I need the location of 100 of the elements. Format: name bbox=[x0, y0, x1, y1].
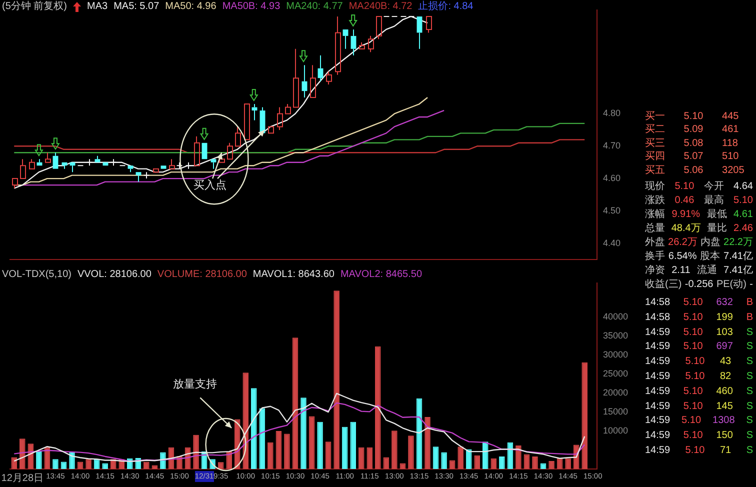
candlestick bbox=[94, 155, 100, 162]
text: 流通 bbox=[696, 264, 717, 278]
text: MA240: 4.77 bbox=[286, 1, 343, 13]
text: S bbox=[746, 340, 753, 354]
text: 7.41亿 bbox=[724, 264, 753, 278]
candlestick bbox=[350, 28, 356, 56]
bar bbox=[317, 422, 323, 469]
bar bbox=[276, 431, 282, 469]
bar bbox=[383, 457, 390, 469]
text: 1308 bbox=[712, 414, 735, 428]
bar bbox=[284, 434, 290, 469]
candlestick bbox=[293, 48, 299, 108]
text: 43 bbox=[720, 355, 732, 370]
y-tick-label: 4.60 bbox=[603, 173, 621, 184]
text: 14:59 bbox=[645, 326, 670, 340]
text: 22.2万 bbox=[724, 236, 753, 250]
text: S bbox=[746, 355, 753, 370]
text: 5.10 bbox=[683, 340, 703, 354]
candlestick bbox=[210, 159, 216, 170]
text: PE(动) bbox=[716, 278, 746, 292]
bar bbox=[36, 452, 42, 469]
text: 632 bbox=[716, 296, 733, 310]
bar bbox=[226, 452, 232, 469]
bar bbox=[392, 430, 398, 469]
candlestick bbox=[342, 29, 348, 50]
bar bbox=[499, 456, 505, 469]
text: B bbox=[746, 310, 753, 325]
text: VVOL: 28106.00 bbox=[77, 269, 152, 281]
candlestick bbox=[169, 158, 175, 170]
bar bbox=[490, 458, 497, 469]
bar bbox=[86, 459, 92, 469]
text: 14:59 bbox=[645, 400, 670, 414]
text: 买五 5.06 3205 bbox=[645, 164, 744, 177]
annotation: 放量支持 bbox=[173, 377, 218, 392]
text: S bbox=[746, 429, 753, 444]
candlestick bbox=[29, 158, 35, 170]
text: 2.11 bbox=[672, 264, 690, 278]
bar bbox=[366, 447, 373, 469]
text: 涨跌 bbox=[645, 194, 665, 208]
text: 涨幅 bbox=[645, 208, 665, 222]
bar bbox=[441, 452, 447, 469]
y-tick-label: 4.70 bbox=[603, 140, 621, 151]
text: 5.10 bbox=[685, 444, 705, 458]
candlestick bbox=[52, 152, 58, 169]
text: 14:58 bbox=[645, 296, 670, 310]
text: 5.10 bbox=[683, 326, 703, 340]
y-tick-label: 4.40 bbox=[603, 238, 621, 248]
x-tick-label: 12月28日 bbox=[1, 472, 44, 484]
y-tick-label: 35000 bbox=[603, 330, 628, 341]
text: 外盘 bbox=[645, 236, 665, 250]
text: 净资 bbox=[645, 264, 665, 278]
candlestick bbox=[302, 64, 308, 98]
text: 买二 5.09 461 bbox=[645, 123, 739, 137]
bar bbox=[160, 452, 166, 469]
candlestick bbox=[12, 178, 18, 189]
text: 股本 bbox=[700, 250, 720, 264]
text: S bbox=[746, 400, 753, 414]
bar bbox=[334, 290, 340, 469]
candlestick bbox=[335, 16, 341, 76]
text: 103 bbox=[716, 326, 733, 340]
bar bbox=[556, 458, 563, 469]
text: 14:59 bbox=[645, 384, 670, 399]
candlestick bbox=[252, 104, 258, 121]
text: 换手 bbox=[645, 250, 665, 264]
text: 48.4万 bbox=[671, 222, 701, 236]
bar bbox=[524, 454, 530, 469]
text: 内盘 bbox=[700, 236, 720, 250]
bar bbox=[375, 346, 381, 469]
text: 最低 bbox=[706, 208, 727, 222]
candlestick bbox=[136, 172, 142, 182]
text: 14:59 bbox=[645, 340, 670, 354]
text: 697 bbox=[716, 340, 733, 354]
text: 最高 bbox=[704, 194, 724, 208]
y-tick-label: 10000 bbox=[603, 426, 628, 436]
bar bbox=[268, 442, 274, 469]
candlestick bbox=[194, 136, 200, 166]
y-tick-label: 15000 bbox=[603, 406, 628, 417]
bar bbox=[516, 445, 522, 469]
text: 5.10 bbox=[674, 180, 694, 194]
text: S bbox=[746, 384, 753, 399]
text: 5.10 bbox=[734, 194, 753, 208]
text: 买三 5.08 118 bbox=[645, 136, 738, 150]
text: 5.10 bbox=[682, 414, 702, 428]
bar bbox=[69, 452, 75, 469]
text: S bbox=[746, 414, 753, 428]
text: 14:59 bbox=[645, 444, 670, 458]
bar bbox=[193, 434, 199, 469]
candlestick bbox=[20, 158, 26, 180]
bar bbox=[482, 442, 488, 469]
bar bbox=[458, 446, 464, 469]
text: 2.46 bbox=[734, 222, 753, 236]
text: 买四 5.07 510 bbox=[645, 150, 739, 164]
text: 199 bbox=[716, 310, 733, 325]
text: 14:59 bbox=[645, 355, 670, 370]
text: 6.54% bbox=[668, 250, 697, 264]
bar bbox=[582, 362, 588, 469]
text: 14:59 bbox=[645, 414, 670, 428]
text: 买一 5.10 445 bbox=[645, 110, 739, 124]
text: 145 bbox=[716, 400, 733, 414]
text: 14:59 bbox=[645, 370, 670, 384]
